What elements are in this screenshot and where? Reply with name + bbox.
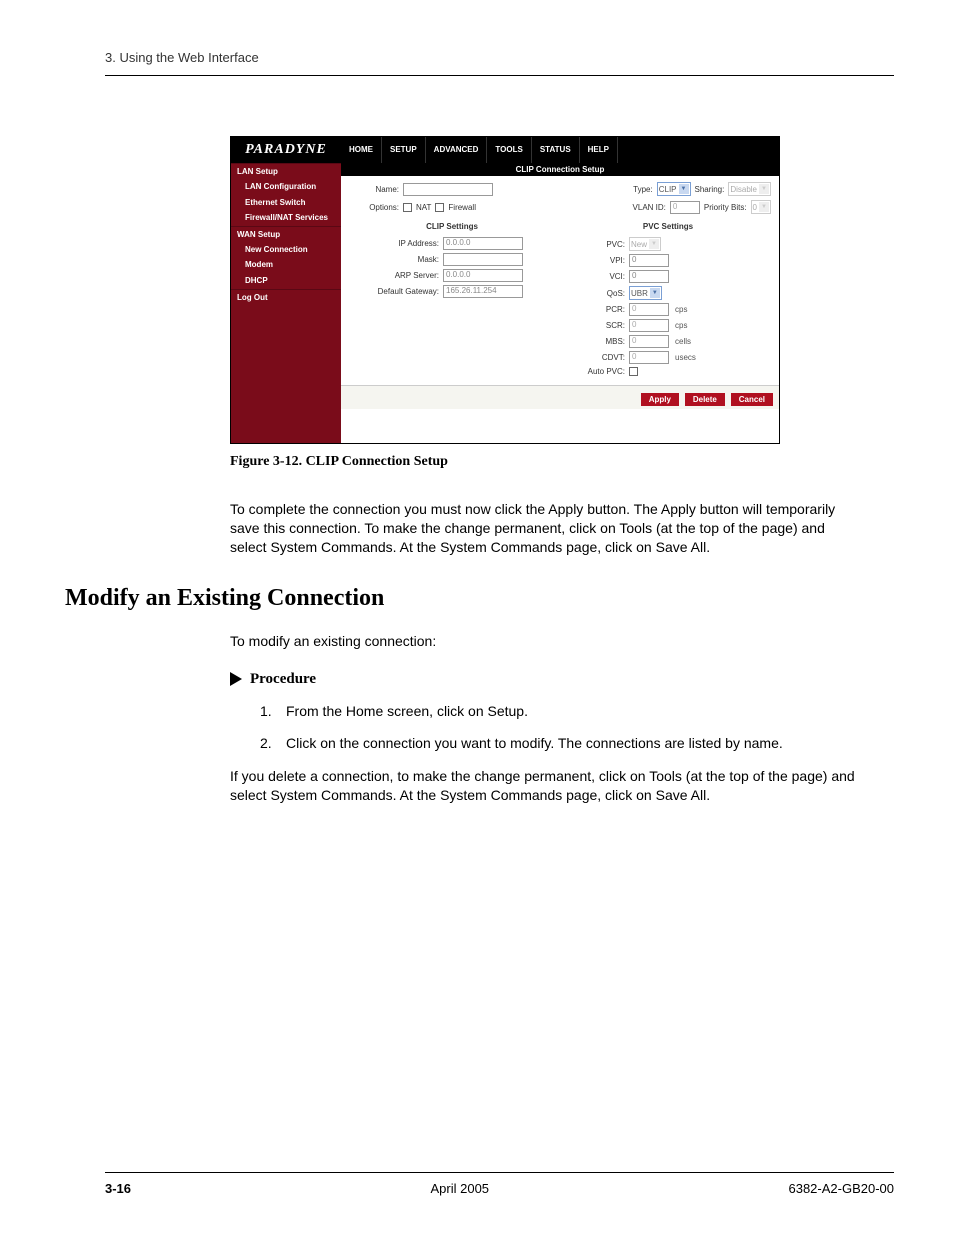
sidebar-item-ethernet[interactable]: Ethernet Switch [231,195,341,211]
delete-button[interactable]: Delete [685,393,725,406]
arp-input[interactable]: 0.0.0.0 [443,269,523,282]
ip-input[interactable]: 0.0.0.0 [443,237,523,250]
footer-date: April 2005 [430,1181,489,1196]
scr-label: SCR: [565,321,625,330]
footer-page-number: 3-16 [105,1181,131,1196]
cancel-button[interactable]: Cancel [731,393,773,406]
vci-input[interactable]: 0 [629,270,669,283]
nav-setup[interactable]: SETUP [382,137,426,163]
nav-tools[interactable]: TOOLS [487,137,531,163]
auto-pvc-label: Auto PVC: [565,367,625,376]
footer-rule [105,1172,894,1173]
chevron-down-icon: ▼ [759,184,769,194]
sharing-label: Sharing: [695,185,725,194]
apply-button[interactable]: Apply [641,393,679,406]
chevron-down-icon: ▼ [679,184,689,194]
ip-label: IP Address: [349,239,439,248]
arp-label: ARP Server: [349,271,439,280]
footer-doc-id: 6382-A2-GB20-00 [788,1181,894,1196]
mask-label: Mask: [349,255,439,264]
auto-pvc-checkbox[interactable] [629,367,638,376]
nat-label: NAT [416,203,431,212]
pvc-settings-header: PVC Settings [565,218,771,237]
cdvt-unit: usecs [675,353,696,362]
firewall-checkbox[interactable] [435,203,444,212]
cdvt-label: CDVT: [565,353,625,362]
chevron-down-icon: ▼ [649,239,659,249]
name-input[interactable] [403,183,493,196]
qos-select[interactable]: UBR▼ [629,286,662,300]
nav-help[interactable]: HELP [580,137,618,163]
mbs-unit: cells [675,337,691,346]
pcr-label: PCR: [565,305,625,314]
header-rule [105,75,894,76]
name-label: Name: [349,185,399,194]
screenshot-figure: PARADYNE HOME SETUP ADVANCED TOOLS STATU… [230,136,780,444]
mbs-input[interactable]: 0 [629,335,669,348]
priority-select[interactable]: 0▼ [751,200,771,214]
gw-label: Default Gateway: [349,287,439,296]
paragraph-apply-instructions: To complete the connection you must now … [230,500,864,557]
logo: PARADYNE [231,137,341,163]
panel-title: CLIP Connection Setup [341,163,779,176]
sidebar-wan-header: WAN Setup [231,226,341,242]
list-item: 2. Click on the connection you want to m… [260,734,864,753]
sidebar-logout[interactable]: Log Out [231,289,341,305]
paragraph-modify-intro: To modify an existing connection: [230,632,864,651]
qos-label: QoS: [565,289,625,298]
pcr-unit: cps [675,305,687,314]
chevron-down-icon: ▼ [650,288,660,298]
list-item: 1. From the Home screen, click on Setup. [260,702,864,721]
type-select[interactable]: CLIP▼ [657,182,691,196]
clip-settings-header: CLIP Settings [349,218,555,237]
nav-advanced[interactable]: ADVANCED [426,137,488,163]
step-number: 2. [260,734,278,753]
priority-label: Priority Bits: [704,203,747,212]
nav-home[interactable]: HOME [341,137,382,163]
vlan-label: VLAN ID: [633,203,666,212]
paragraph-delete-note: If you delete a connection, to make the … [230,767,864,805]
sidebar-lan-header: LAN Setup [231,163,341,179]
pcr-input[interactable]: 0 [629,303,669,316]
sidebar-item-new-connection[interactable]: New Connection [231,242,341,258]
sidebar-item-dhcp[interactable]: DHCP [231,273,341,289]
sidebar-item-firewall[interactable]: Firewall/NAT Services [231,210,341,226]
nat-checkbox[interactable] [403,203,412,212]
step-text: Click on the connection you want to modi… [286,734,783,753]
mask-input[interactable] [443,253,523,266]
chapter-header: 3. Using the Web Interface [105,50,894,65]
vpi-label: VPI: [565,256,625,265]
sharing-select[interactable]: Disable▼ [728,182,771,196]
scr-input[interactable]: 0 [629,319,669,332]
sidebar-item-lan-config[interactable]: LAN Configuration [231,179,341,195]
sidebar: LAN Setup LAN Configuration Ethernet Swi… [231,163,341,443]
procedure-label: Procedure [250,671,316,688]
figure-caption: Figure 3-12. CLIP Connection Setup [230,454,894,470]
vci-label: VCI: [565,272,625,281]
chevron-down-icon: ▼ [759,202,769,212]
vlan-input[interactable]: 0 [670,201,700,214]
cdvt-input[interactable]: 0 [629,351,669,364]
nav-status[interactable]: STATUS [532,137,580,163]
sidebar-item-modem[interactable]: Modem [231,257,341,273]
options-label: Options: [349,203,399,212]
pvc-select[interactable]: New▼ [629,237,661,251]
type-label: Type: [633,185,653,194]
mbs-label: MBS: [565,337,625,346]
gw-input[interactable]: 165.26.11.254 [443,285,523,298]
step-text: From the Home screen, click on Setup. [286,702,528,721]
vpi-input[interactable]: 0 [629,254,669,267]
section-heading: Modify an Existing Connection [65,585,894,612]
triangle-icon [230,672,242,686]
step-number: 1. [260,702,278,721]
pvc-label: PVC: [565,240,625,249]
scr-unit: cps [675,321,687,330]
firewall-label: Firewall [448,203,476,212]
